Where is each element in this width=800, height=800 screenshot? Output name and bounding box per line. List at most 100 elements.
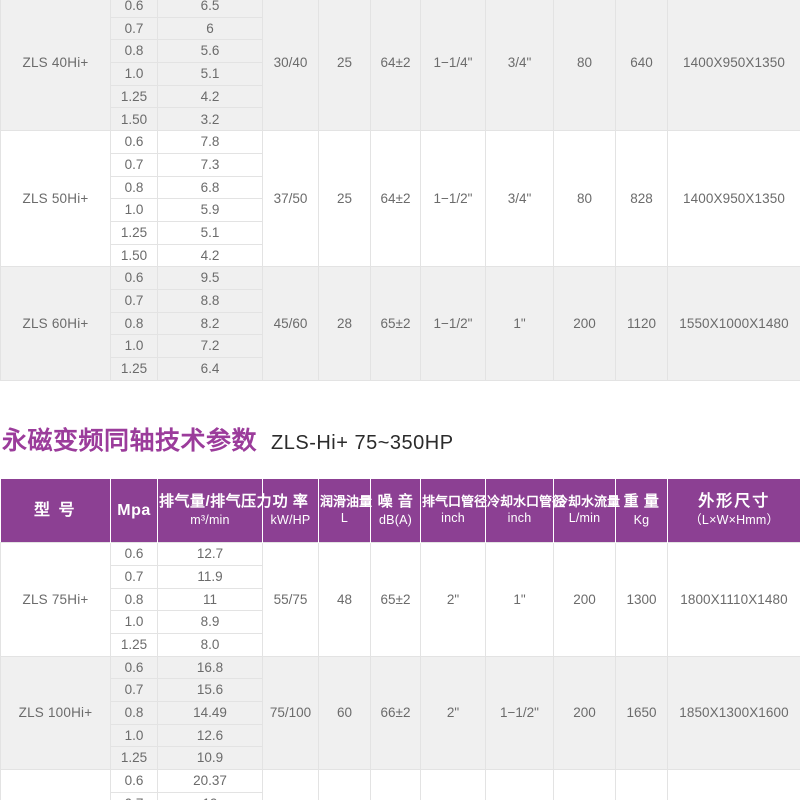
cell-pressure: 0.7 [110,678,158,702]
cell-model [0,769,111,800]
cell-air-port: 2" [420,655,486,771]
cell-flow: 20.37 [157,769,263,793]
table-row: ZLS 40Hi+ 0.6 6.5 30/40 25 64±2 1−1/4" 3/4" 80 64… [0,0,800,132]
cell-power: 45/60 [262,266,319,381]
col-header-noise-main: 噪 音 [377,492,414,510]
col-header-airport-sub: inch [441,511,465,526]
cell-water-flow: 200 [553,655,616,771]
cell-water-flow: 200 [553,542,616,657]
col-header-power-main: 功 率 [272,492,309,510]
cell-flow: 10.9 [157,746,263,771]
col-header-model: 型 号 [0,478,111,543]
cell-weight: 1300 [615,542,668,657]
cell-weight: 1650 [615,655,668,771]
cell-model: ZLS 50Hi+ [0,130,111,268]
cell-dimensions: 1400X950X1350 [667,130,800,268]
cell-pressure: 1.0 [110,198,158,222]
table-row: 1.25 4.2 [1,84,800,109]
cell-weight: 640 [615,0,668,132]
cell-flow: 7.8 [157,130,263,154]
cell-weight: 1120 [615,266,668,381]
cell-noise: 64±2 [370,130,421,268]
cell-water-flow: 80 [553,130,616,268]
cell-flow: 12.7 [157,542,263,566]
cell-flow: 6.4 [157,357,263,381]
cell-model: ZLS 60Hi+ [0,266,111,381]
col-header-weight-main: 重 量 [623,492,660,510]
cell-flow: 7.2 [157,334,263,358]
cell-oil: 60 [318,655,371,771]
table-row: 1.25 5.1 [1,220,800,245]
cell-flow: 19 [157,791,263,800]
table-row: 0.7 7.3 [1,152,800,177]
cell-water-flow [553,769,616,800]
col-header-power-sub: kW/HP [270,512,311,527]
col-header-oil: 润滑油量 L [318,478,373,543]
section-title-en: ZLS-Hi+ 75~350HP [271,431,454,454]
cell-oil: 25 [318,0,371,132]
cell-flow: 16.8 [157,655,263,680]
top-spec-table: ZLS 40Hi+ 0.6 6.5 30/40 25 64±2 1−1/4" 3/4" 80 64… [0,0,800,381]
cell-pressure: 0.8 [110,701,158,725]
col-header-airport-main: 排气口管径 [422,493,488,509]
table-row: ZLS 60Hi+ 0.6 9.5 45/60 28 65±2 1−1/2" 1" 200 112… [0,266,800,381]
cell-air-port: 2" [420,542,486,657]
cell-pressure: 0.6 [110,655,158,680]
cell-flow: 11 [157,587,263,612]
table-row: 1.0 5.9 [1,198,800,222]
table-row: 0.7 6 [1,16,800,41]
cell-noise: 64±2 [370,0,421,132]
col-header-weight-sub: Kg [633,512,650,527]
cell-power [262,769,319,800]
cell-model: ZLS 40Hi+ [0,0,111,132]
cell-flow: 14.49 [157,701,263,725]
cell-air-port: 1−1/2" [420,130,486,268]
cell-pressure: 1.50 [110,243,158,268]
cell-dimensions: 1850X1300X1600 [667,655,800,771]
cell-flow: 8.0 [157,632,263,657]
cell-pressure: 1.25 [110,220,158,245]
cell-flow: 4.2 [157,84,263,109]
table-row: ZLS 50Hi+ 0.6 7.8 37/50 25 64±2 1−1/2" 3/4" 80 82… [0,130,800,268]
cell-air-port: 1−1/4" [420,0,486,132]
cell-pressure: 1.0 [110,610,158,634]
table-row: 0.7 15.6 [1,678,800,702]
col-header-oil-sub: L [340,511,349,526]
cell-flow: 8.8 [157,288,263,313]
cell-flow: 5.9 [157,198,263,222]
col-header-dim-sub: （L×W×Hmm） [689,513,780,528]
cell-oil: 28 [318,266,371,381]
cell-water-port: 3/4" [485,0,554,132]
cell-pressure: 1.25 [110,632,158,657]
cell-pressure: 1.50 [110,107,158,132]
cell-oil [318,769,371,800]
col-header-waterflow: 冷却水流量 L/min [553,478,620,543]
bottom-spec-table: 型 号 Mpa 排气量/排气压力 m³/min 功 率 kW/HP 润滑油量 L [0,478,800,800]
cell-noise [370,769,421,800]
table-row: 1.25 6.4 [1,357,800,381]
table-row: 0.8 8.2 [1,311,800,336]
table-separator [0,380,800,421]
cell-pressure: 0.6 [110,542,158,566]
cell-flow: 6 [157,16,263,41]
cell-flow: 9.5 [157,266,263,290]
col-header-oil-main: 润滑油量 [320,493,373,509]
cell-flow: 11.9 [157,564,263,589]
cell-pressure: 0.6 [110,0,158,18]
table-row: 1.25 10.9 [1,746,800,771]
cell-pressure: 1.0 [110,62,158,86]
cell-pressure: 1.25 [110,357,158,381]
cell-pressure: 0.8 [110,587,158,612]
cell-oil: 25 [318,130,371,268]
cell-power: 37/50 [262,130,319,268]
cell-air-port [420,769,486,800]
cell-pressure: 0.8 [110,311,158,336]
section-title-cn: 永磁变频同轴技术参数 [2,426,258,455]
cell-flow: 5.1 [157,62,263,86]
top-table-body: ZLS 40Hi+ 0.6 6.5 30/40 25 64±2 1−1/4" 3/4" 80 64… [0,0,800,381]
col-header-dim: 外形尺寸 （L×W×Hmm） [667,478,800,543]
table-row: 0.6 20.37 [0,769,800,800]
cell-water-port [485,769,554,800]
col-header-weight: 重 量 Kg [615,478,668,543]
